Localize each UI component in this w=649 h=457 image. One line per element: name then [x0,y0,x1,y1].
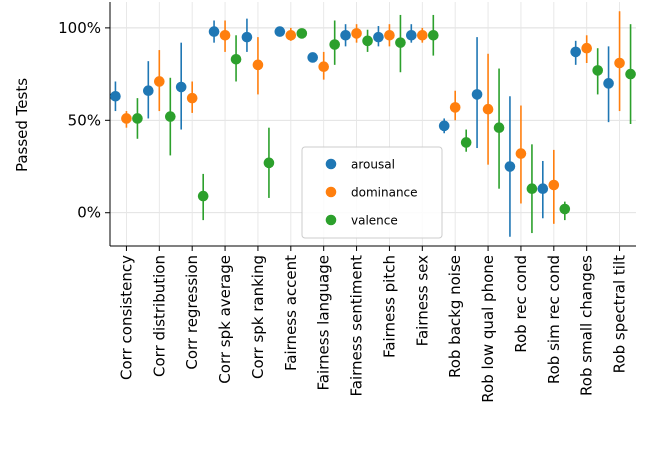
data-point-valence [395,37,406,48]
data-point-arousal [274,26,286,37]
data-point-dominance [384,29,395,41]
y-tick-label: 100% [58,19,101,37]
y-axis-label: Passed Tests [13,78,31,172]
x-tick-label: Fairness sex [413,255,431,346]
data-point-arousal [471,89,483,100]
data-point-arousal [143,85,154,97]
data-point-dominance [482,103,494,115]
data-point-arousal [241,31,253,43]
x-tick-label: Fairness language [315,255,333,390]
data-point-arousal [373,31,384,43]
data-point-dominance [219,29,231,41]
data-point-valence [428,29,439,41]
x-tick-labels: Corr consistency Corr distribution Corr re… [117,255,628,403]
legend-marker-arousal [325,158,337,170]
data-point-valence [625,68,636,80]
data-point-arousal [406,29,417,41]
x-tick-label: Corr spk average [216,255,234,384]
x-tick-label: Rob spectral tilt [611,255,629,373]
y-tick-label: 0% [77,204,101,222]
legend-box [301,146,443,239]
data-point-arousal [307,52,318,63]
x-tick-label: Corr regression [183,255,201,370]
data-point-dominance [449,102,461,113]
data-point-valence [263,157,275,169]
y-tick-label: 50% [68,111,101,129]
legend-marker-valence [325,214,337,226]
data-point-arousal [603,78,614,89]
data-point-dominance [548,179,560,191]
legend-label-arousal: arousal [351,158,395,172]
data-point-arousal [570,46,581,58]
legend: arousal dominance valence [301,146,443,239]
data-point-dominance [581,42,592,54]
y-tick-labels: 0% 50% 100% [58,19,101,222]
x-tick-label: Fairness pitch [380,255,398,358]
data-point-arousal [175,81,187,93]
data-point-dominance [121,113,132,124]
x-tick-label: Rob rec cond [512,255,530,353]
x-tick-label: Rob backg noise [446,255,464,378]
data-point-arousal [208,26,220,37]
x-tick-label: Rob sim rec cond [545,255,563,384]
data-point-dominance [186,92,198,104]
data-point-arousal [340,29,351,41]
data-point-valence [526,183,538,194]
data-point-valence [230,54,242,65]
data-point-dominance [285,29,297,41]
data-point-valence [460,137,472,148]
data-point-arousal [110,90,121,102]
x-tick-label: Corr spk ranking [249,255,267,379]
data-point-arousal [438,120,450,132]
data-point-dominance [515,148,527,159]
data-point-dominance [252,59,264,71]
data-point-valence [559,203,571,215]
data-point-dominance [318,61,329,72]
x-tick-label: Rob small changes [578,255,596,396]
axes-layer [105,2,636,251]
x-tick-label: Corr consistency [117,255,135,380]
data-point-valence [132,113,143,124]
x-tick-label: Fairness accent [282,255,300,371]
legend-marker-dominance [325,186,337,198]
point-layer [110,26,636,215]
legend-label-dominance: dominance [351,186,418,200]
data-point-arousal [537,183,549,194]
data-point-valence [493,122,505,133]
data-point-dominance [351,28,362,39]
data-point-valence [592,65,603,76]
x-tick-label: Fairness sentiment [348,255,366,397]
data-point-valence [362,35,373,47]
x-tick-label: Rob low qual phone [479,255,497,403]
data-point-valence [165,111,176,122]
data-point-valence [329,39,340,50]
data-point-arousal [504,161,516,172]
legend-label-valence: valence [351,214,398,228]
data-point-valence [296,28,308,39]
x-tick-label: Corr distribution [150,255,168,377]
data-point-dominance [154,76,165,87]
data-point-dominance [614,57,625,69]
data-point-dominance [417,29,428,41]
data-point-valence [197,190,209,202]
